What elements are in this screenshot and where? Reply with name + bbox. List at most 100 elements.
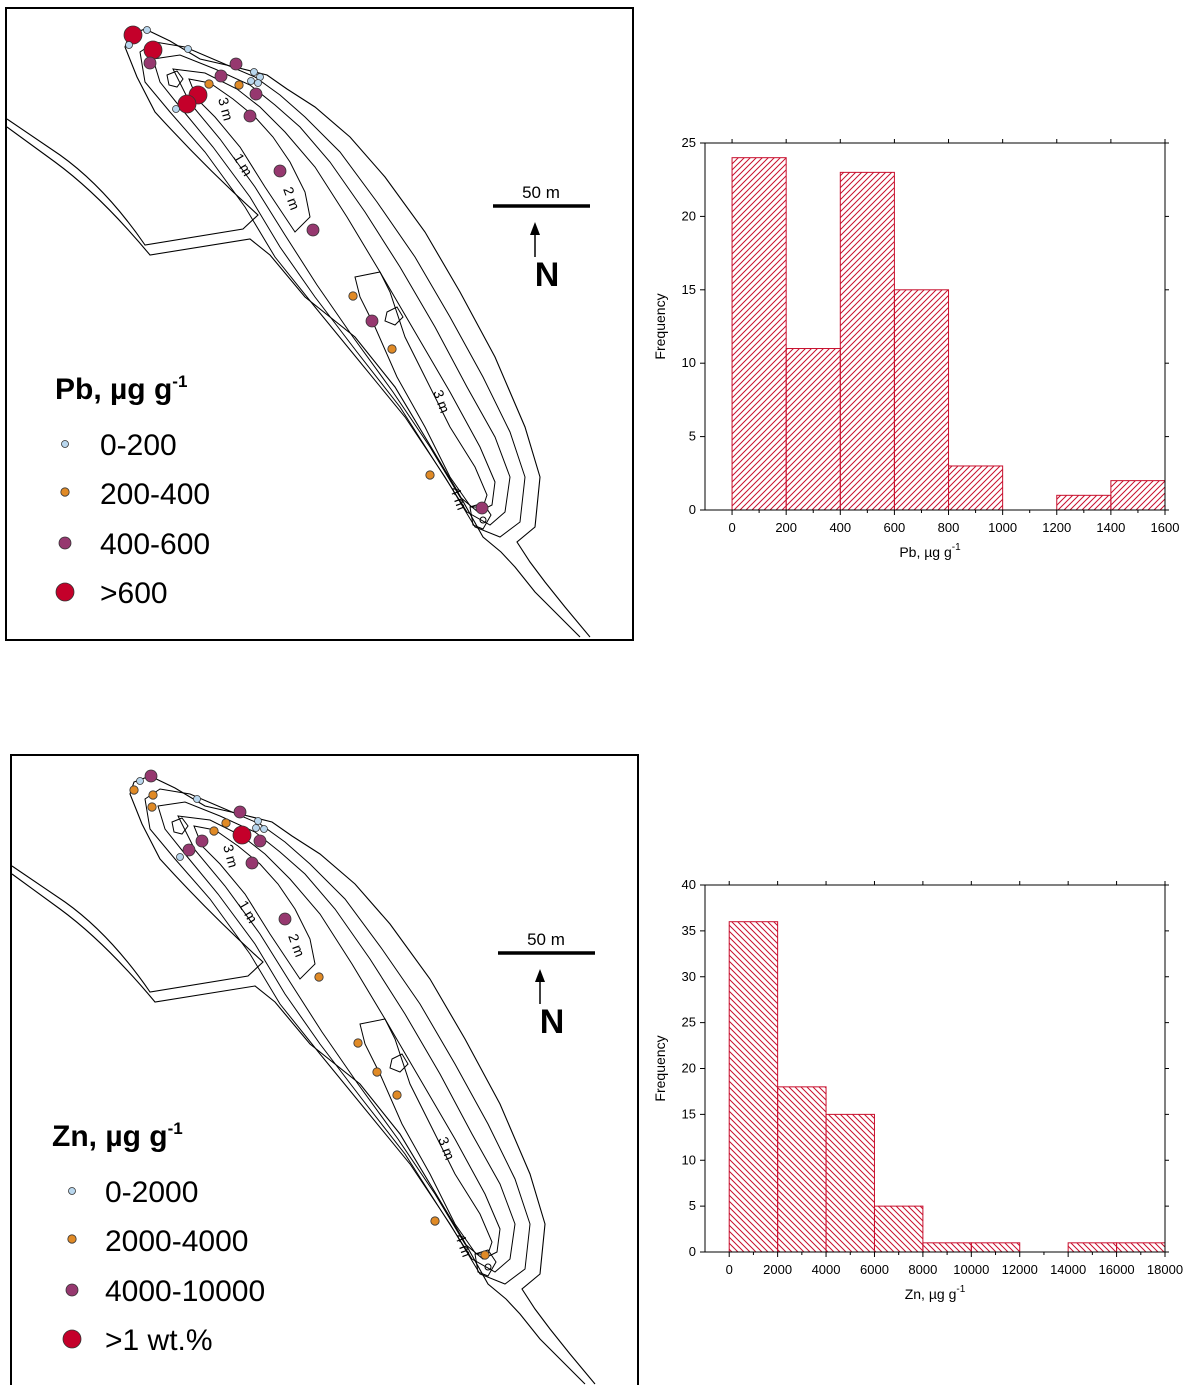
histogram-bar <box>922 1242 972 1253</box>
sample-points <box>129 769 490 1260</box>
histogram-bar <box>1116 1242 1166 1253</box>
x-tick-label: 10000 <box>953 1262 989 1277</box>
sample-point <box>480 1250 490 1260</box>
legend-label: 2000-4000 <box>105 1225 248 1258</box>
north-arrow: N <box>530 222 559 294</box>
y-tick-label: 35 <box>682 923 696 938</box>
y-tick-label: 20 <box>682 1061 696 1076</box>
north-label: N <box>535 256 560 294</box>
x-axis-label: Zn, µg g-1 <box>905 1284 966 1302</box>
sample-point <box>195 834 209 848</box>
x-tick-label: 0 <box>728 520 735 535</box>
sample-point <box>233 805 247 819</box>
map-legend: Zn, µg g-1 0-2000 2000-4000 4000-10000 >… <box>52 1119 265 1357</box>
sample-points <box>123 25 489 515</box>
sample-point <box>143 40 163 60</box>
sample-point <box>209 826 219 836</box>
sample-point <box>260 825 268 833</box>
contours <box>144 788 531 1285</box>
sample-point <box>182 843 196 857</box>
scale-label: 50 m <box>522 183 560 202</box>
sample-point <box>475 501 489 515</box>
sample-point <box>143 26 151 34</box>
sample-point <box>123 25 143 45</box>
sample-point <box>254 817 262 825</box>
legend-title: Pb, µg g-1 <box>55 372 187 406</box>
sample-point <box>144 769 158 783</box>
y-axis-label: Frequency <box>652 1035 668 1101</box>
y-tick-label: 40 <box>682 877 696 892</box>
sample-point <box>348 291 358 301</box>
y-axis-label: Frequency <box>652 293 668 359</box>
x-tick-label: 0 <box>726 1262 733 1277</box>
sample-point <box>392 1090 402 1100</box>
x-tick-label: 400 <box>829 520 851 535</box>
histogram-bar <box>839 171 895 511</box>
contour-label: 2 m <box>285 932 308 959</box>
contour-labels: 1 m 2 m 3 m 3 m 4 m <box>220 843 475 1259</box>
sample-point <box>314 972 324 982</box>
x-tick-label: 1600 <box>1151 520 1180 535</box>
sample-point <box>430 1216 440 1226</box>
contour-label: 3 m <box>430 388 453 415</box>
legend-label: 0-2000 <box>105 1176 198 1209</box>
x-tick-label: 200 <box>775 520 797 535</box>
sample-point <box>372 1067 382 1077</box>
sample-point <box>147 802 157 812</box>
sample-point <box>425 470 435 480</box>
y-tick-label: 5 <box>689 1198 696 1213</box>
x-tick-label: 12000 <box>1002 1262 1038 1277</box>
histogram-bar <box>970 1242 1021 1253</box>
histogram-bar <box>825 1113 875 1253</box>
x-tick-label: 18000 <box>1147 1262 1183 1277</box>
histogram-bar <box>777 1086 827 1253</box>
histogram-bar <box>948 465 1004 511</box>
contour-label: 4 m <box>452 1232 475 1259</box>
sample-point <box>252 824 260 832</box>
x-tick-label: 4000 <box>812 1262 841 1277</box>
histogram-bar <box>1056 494 1112 511</box>
y-tick-label: 25 <box>682 1015 696 1030</box>
x-tick-label: 800 <box>938 520 960 535</box>
y-tick-label: 30 <box>682 969 696 984</box>
pb-map: 1 m 2 m 3 m 3 m 4 m 50 m <box>5 7 634 641</box>
x-tick-label: 1200 <box>1042 520 1071 535</box>
zn-map: 1 m 2 m 3 m 3 m 4 m 50 m <box>10 754 639 1385</box>
x-tick-label: 8000 <box>908 1262 937 1277</box>
zn-histogram: 0 2000 4000 6000 8000 10000 12000 14000 16000 180… <box>652 877 1183 1302</box>
y-tick-label: 25 <box>682 135 696 150</box>
sample-point <box>125 41 133 49</box>
sample-point <box>278 912 292 926</box>
sample-point <box>387 344 397 354</box>
legend-title: Zn, µg g-1 <box>52 1119 183 1153</box>
sample-point <box>176 853 184 861</box>
scale-bar: 50 m <box>493 183 590 208</box>
sample-point <box>221 818 231 828</box>
sample-point <box>193 795 201 803</box>
sample-point <box>365 314 379 328</box>
shoreline <box>11 775 596 1385</box>
sample-point <box>243 109 257 123</box>
x-axis-label: Pb, µg g-1 <box>899 542 961 560</box>
sample-point <box>184 45 192 53</box>
sample-point <box>232 825 252 845</box>
north-arrow: N <box>535 969 564 1041</box>
x-tick-label: 2000 <box>763 1262 792 1277</box>
contour-label: 2 m <box>280 185 303 212</box>
sample-point <box>273 164 287 178</box>
histogram-bar <box>785 348 841 511</box>
legend-label: 4000-10000 <box>105 1275 265 1308</box>
contour-label: 3 m <box>220 843 241 870</box>
scale-bar: 50 m <box>498 930 595 955</box>
sample-point <box>249 87 263 101</box>
y-tick-label: 0 <box>689 1244 696 1259</box>
legend-label: 0-200 <box>100 429 177 462</box>
legend-label: >600 <box>100 577 168 610</box>
pb-histogram: 0 200 400 600 800 1000 1200 1400 1600 0 5 10 15 20 25 F… <box>652 135 1180 560</box>
x-tick-label: 1400 <box>1096 520 1125 535</box>
x-tick-label: 1000 <box>988 520 1017 535</box>
sample-point <box>214 69 228 83</box>
sample-point <box>234 80 244 90</box>
y-tick-label: 10 <box>682 355 696 370</box>
histogram-bar <box>731 157 787 511</box>
